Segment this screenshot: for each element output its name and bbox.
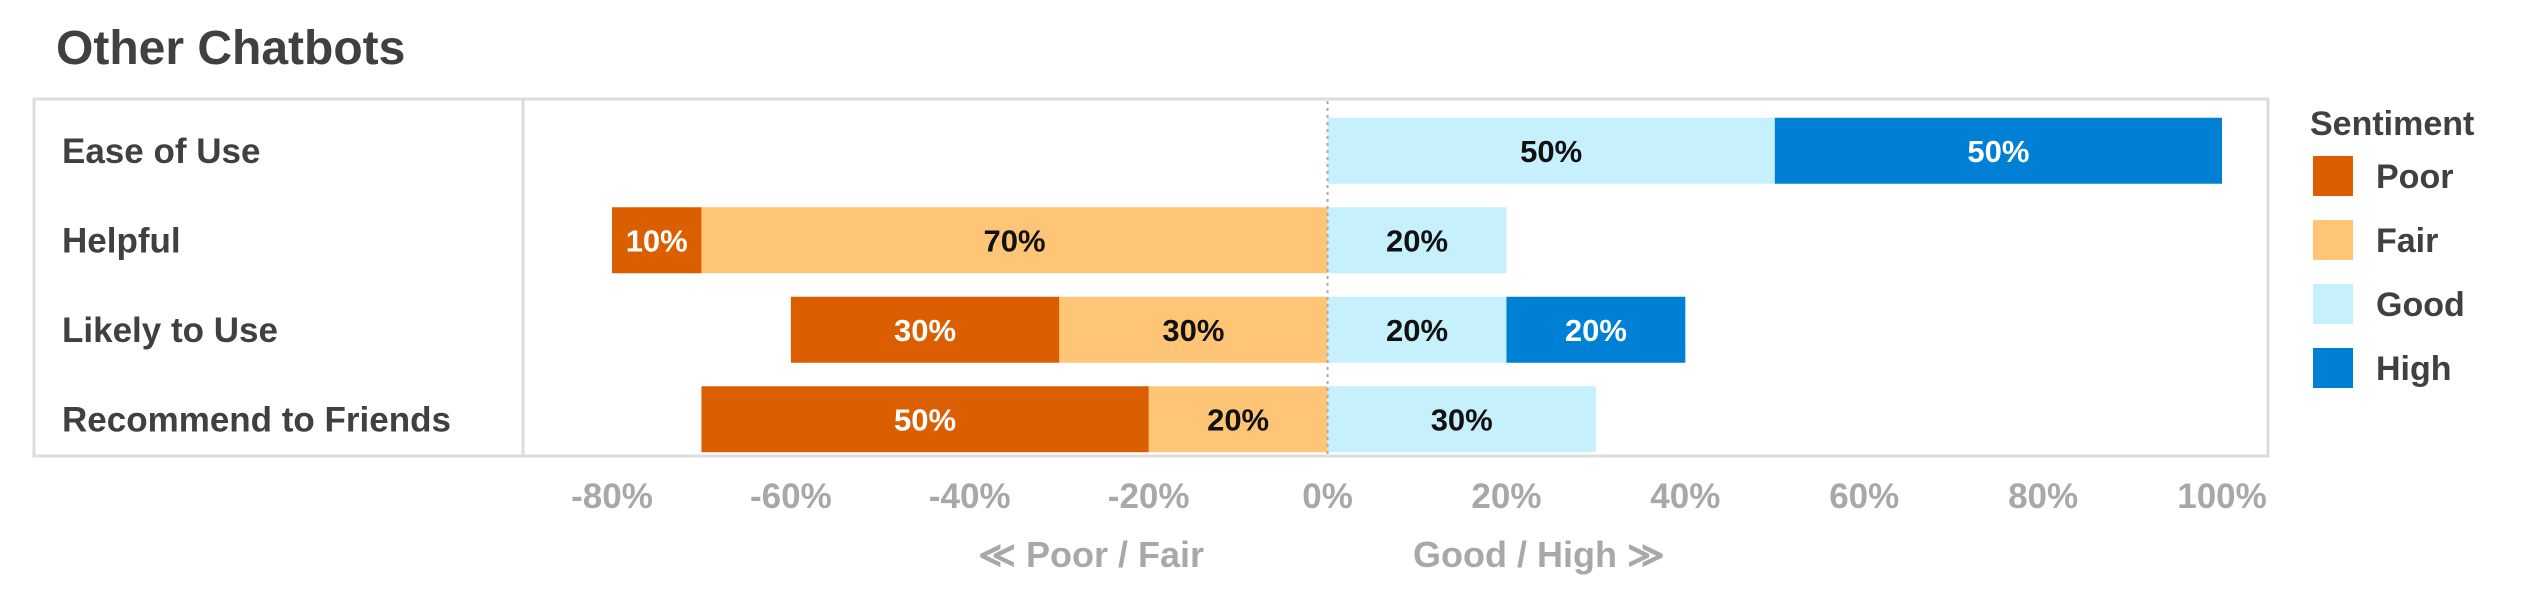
plot-frame [32,97,2270,458]
chart-title: Other Chatbots [56,22,405,75]
x-axis-tick-labels: -80% -60% -40% -20% 0% 20% 40% 60% 80% 100% [571,477,2267,516]
x-tick-label: 60% [1829,477,1899,516]
x-tick-label: 80% [2008,477,2078,516]
bars-layer [612,117,2222,453]
data-labels-layer: 50% 50% 70% 10% 20% 30% 30% 20% 20% 20% 50% 30% [626,134,2030,438]
negative-direction-label: ≪ Poor / Fair [978,534,1204,575]
bar-good-0 [1327,117,1775,184]
x-tick-label: 0% [1302,477,1353,516]
x-tick-label: 20% [1471,477,1541,516]
legend-swatch-high [2313,348,2353,388]
legend-swatch-fair [2313,220,2353,260]
x-tick-label: -60% [750,477,832,516]
legend-label-poor: Poor [2376,158,2453,196]
category-label: Helpful [62,221,181,260]
legend-swatch-good [2313,284,2353,324]
bar-good-1 [1327,207,1507,274]
data-label-fair-1: 70% [983,223,1045,258]
category-label: Ease of Use [62,132,260,171]
bar-poor-1 [612,207,702,274]
category-label: Recommend to Friends [62,400,451,439]
data-label-good-0: 50% [1520,134,1582,169]
data-label-good-3: 30% [1431,402,1493,437]
category-label: Likely to Use [62,311,278,350]
bar-fair-1 [701,207,1328,274]
data-label-high-0: 50% [1967,134,2029,169]
legend-label-good: Good [2376,286,2465,324]
data-label-poor-3: 50% [894,402,956,437]
legend-items: Poor Fair Good High [2313,156,2465,388]
bar-good-2 [1327,296,1507,363]
bar-fair-2 [1059,296,1328,363]
x-tick-label: -40% [929,477,1011,516]
x-tick-label: -20% [1108,477,1190,516]
legend: Sentiment Poor Fair Good High [2310,105,2474,388]
legend-title: Sentiment [2310,105,2474,143]
bar-high-0 [1774,117,2222,184]
bar-poor-2 [790,296,1060,363]
category-labels-layer: Ease of Use Helpful Likely to Use Recommend… [62,132,451,440]
bar-high-2 [1506,296,1686,363]
data-label-good-2: 20% [1386,313,1448,348]
x-tick-label: -80% [571,477,653,516]
x-tick-label: 100% [2177,477,2267,516]
data-label-fair-3: 20% [1207,402,1269,437]
positive-direction-label: Good / High ≫ [1413,534,1665,575]
bar-good-3 [1327,386,1596,453]
legend-swatch-poor [2313,156,2353,196]
data-label-poor-1: 10% [626,223,688,258]
legend-label-high: High [2376,350,2452,388]
data-label-fair-2: 30% [1162,313,1224,348]
data-label-high-2: 20% [1565,313,1627,348]
bar-fair-3 [1148,386,1328,453]
data-label-poor-2: 30% [894,313,956,348]
bar-poor-3 [701,386,1149,453]
legend-label-fair: Fair [2376,222,2438,260]
x-tick-label: 40% [1650,477,1720,516]
data-label-good-1: 20% [1386,223,1448,258]
